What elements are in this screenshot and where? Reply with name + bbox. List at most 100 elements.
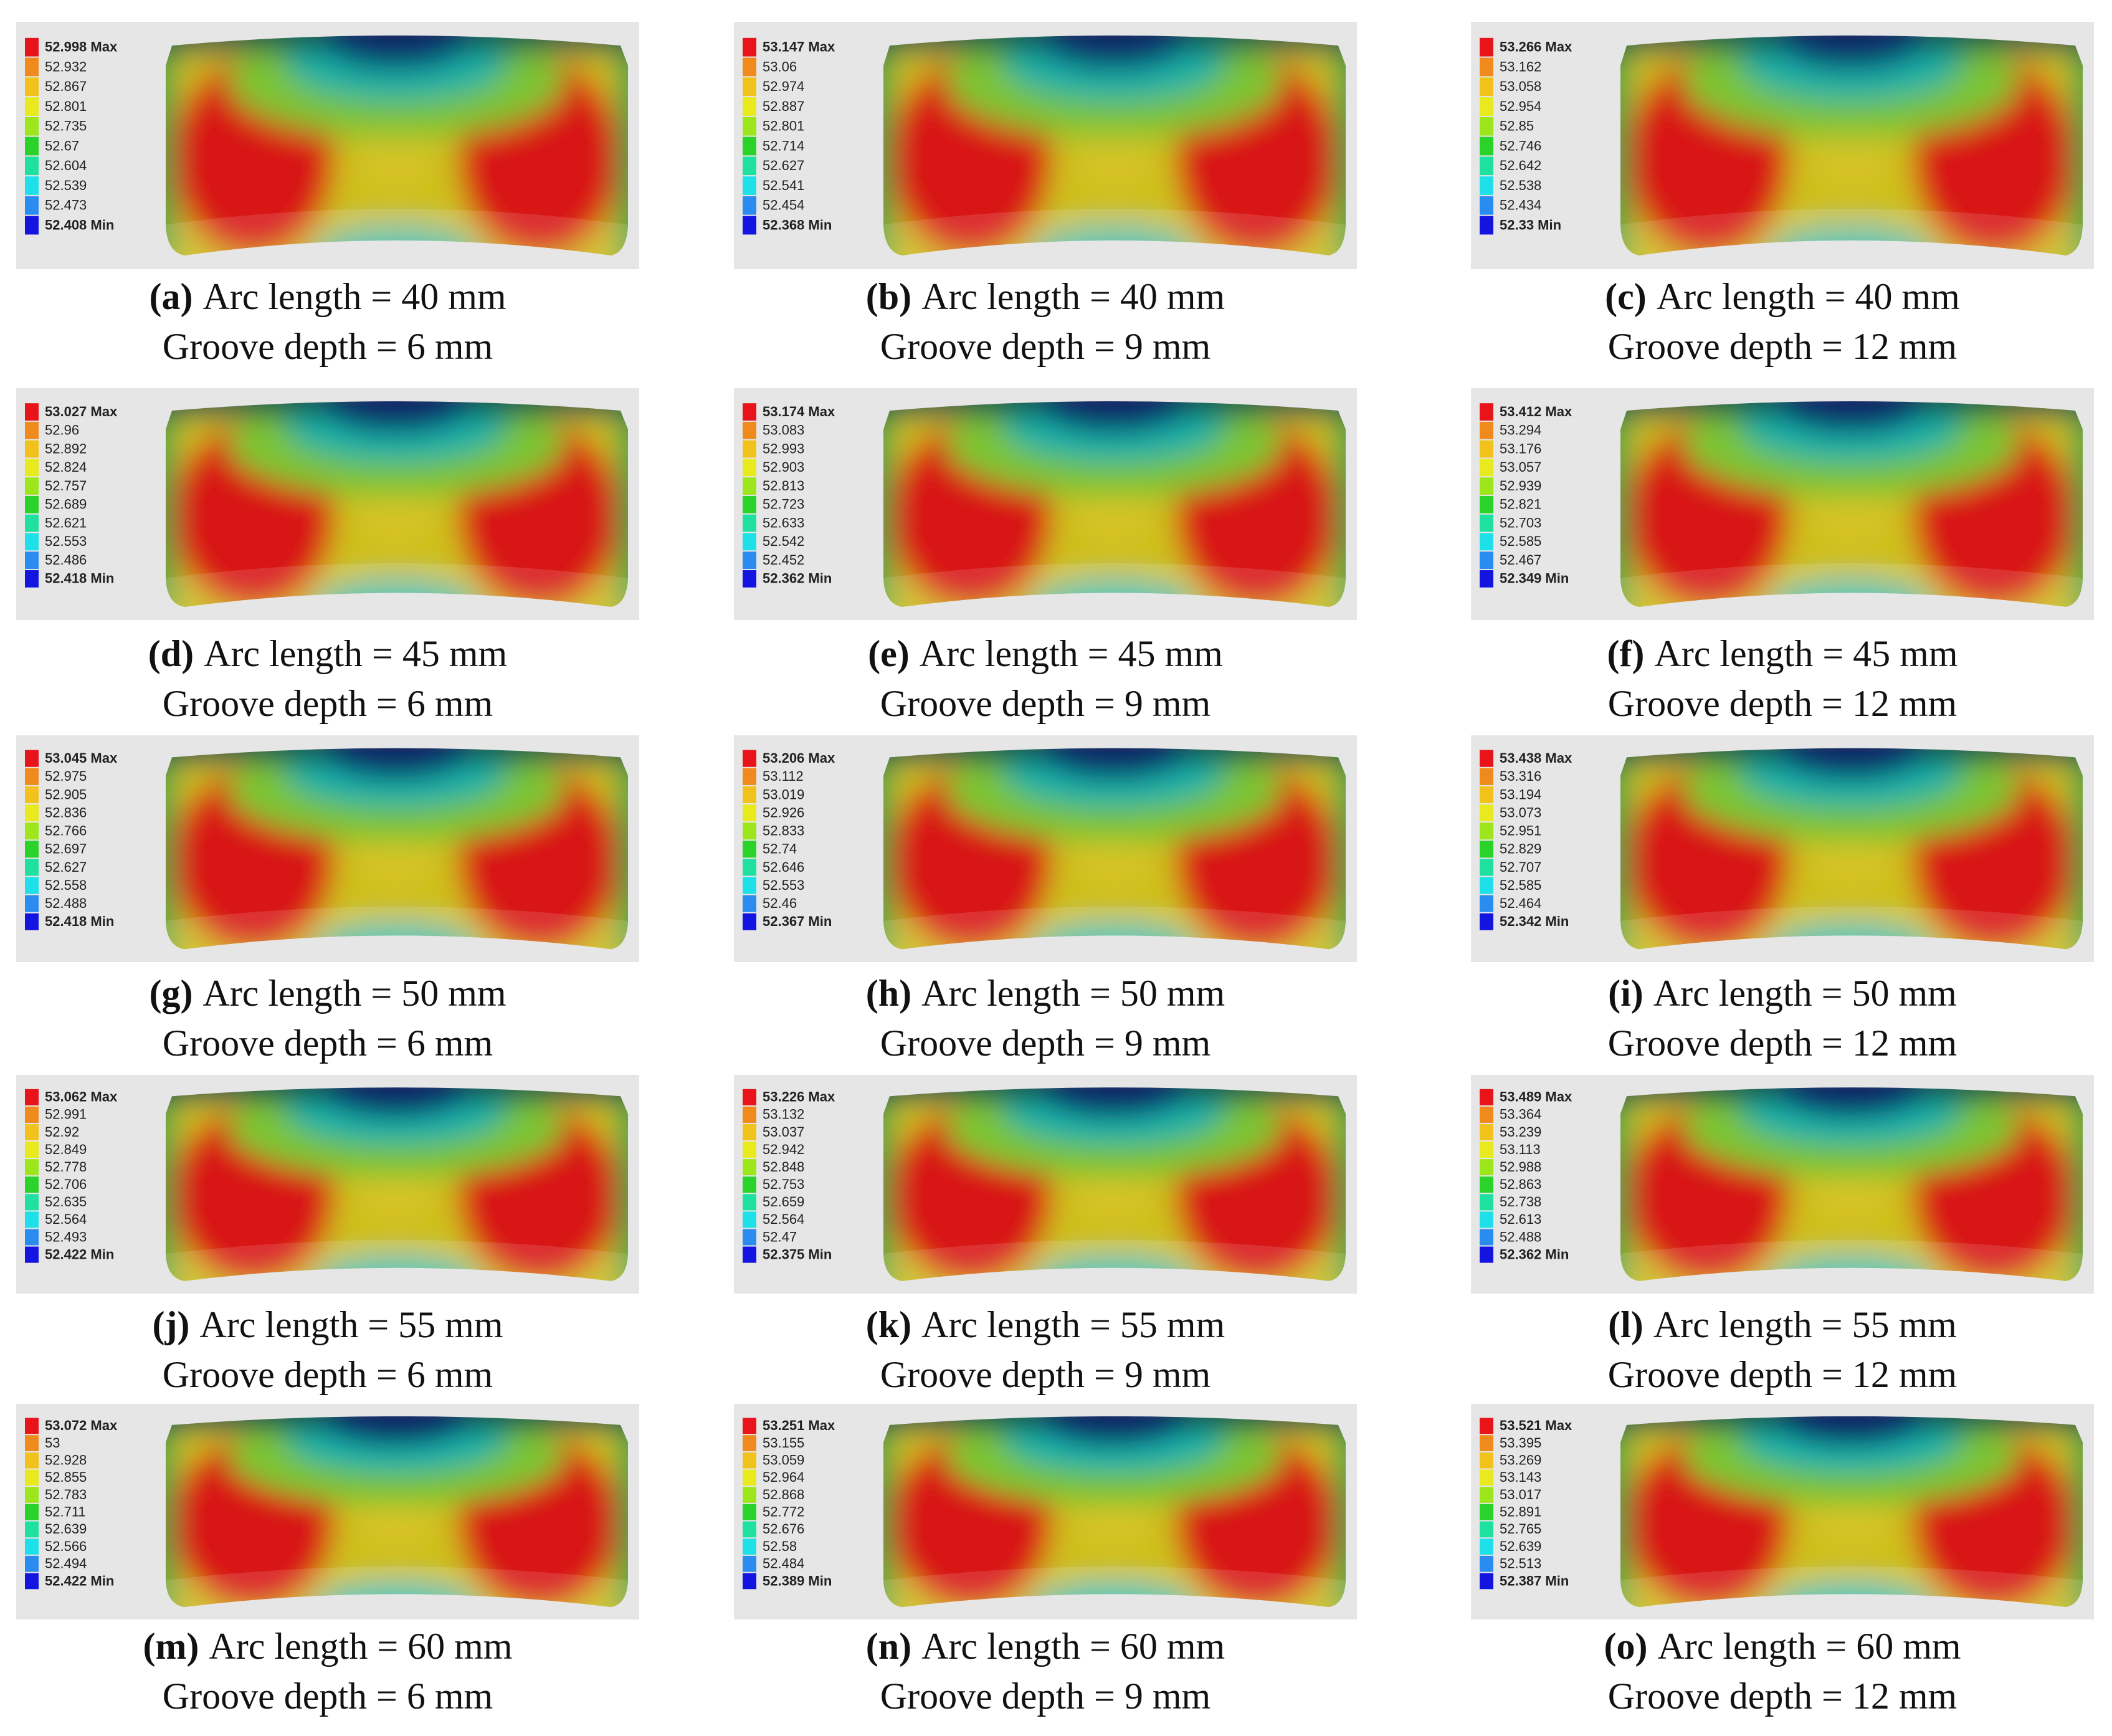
legend-label: 52.494 [45, 1556, 87, 1571]
legend-label: 52.389 Min [763, 1573, 832, 1588]
legend-swatch [25, 477, 39, 495]
legend-swatch [25, 421, 39, 439]
legend-label: 52.375 Min [763, 1246, 832, 1262]
legend-swatch [743, 823, 756, 840]
legend-label: 52.467 [1500, 552, 1541, 568]
legend-swatch [743, 1555, 756, 1572]
legend-label: 53.489 Max [1500, 1089, 1572, 1105]
legend-swatch [743, 570, 756, 588]
legend-label: 52.993 [763, 441, 804, 456]
legend-label: 52.96 [45, 422, 79, 438]
legend-label: 52.867 [45, 79, 87, 94]
legend-label: 52.707 [1500, 859, 1541, 875]
legend-label: 53.072 Max [45, 1418, 118, 1433]
legend-label: 52.422 Min [45, 1573, 114, 1588]
panel-label: (l) [1608, 1304, 1643, 1345]
legend-swatch [743, 877, 756, 894]
caption-text: Arc length = 45 mm [920, 633, 1223, 674]
legend-label: 52.926 [763, 804, 804, 820]
panel-label: (f) [1607, 633, 1644, 674]
legend-label: 52.553 [763, 877, 804, 893]
legend-label: 53.412 Max [1500, 404, 1572, 419]
legend-swatch [743, 1159, 756, 1176]
caption-text: Arc length = 60 mm [1657, 1626, 1961, 1667]
caption-line: (b) Arc length = 40 mm [866, 276, 1225, 317]
legend-swatch [743, 1246, 756, 1263]
legend-label: 52.703 [1500, 515, 1541, 530]
legend-swatch [25, 459, 39, 477]
legend-swatch [743, 768, 756, 785]
legend-label: 52.829 [1500, 841, 1541, 857]
legend-swatch [743, 495, 756, 513]
legend-label: 52.848 [763, 1159, 804, 1175]
legend-swatch [743, 1452, 756, 1469]
legend-label: 52.553 [45, 533, 87, 549]
legend-swatch [743, 859, 756, 876]
legend-label: 52.542 [763, 533, 804, 549]
legend-swatch [743, 57, 756, 77]
legend-label: 52.801 [45, 98, 87, 114]
legend-label: 52.735 [45, 118, 87, 134]
legend-swatch [743, 1538, 756, 1555]
legend-swatch [25, 136, 39, 156]
caption-text: Arc length = 55 mm [199, 1304, 503, 1345]
legend-swatch [1480, 216, 1493, 235]
legend-swatch [25, 1246, 39, 1263]
legend-swatch [25, 495, 39, 513]
legend-label: 52.627 [763, 158, 804, 173]
legend-swatch [1480, 1211, 1493, 1228]
legend-swatch [743, 1435, 756, 1451]
caption-text: Arc length = 60 mm [921, 1626, 1225, 1667]
legend-swatch [1480, 804, 1493, 822]
legend-swatch [25, 895, 39, 912]
caption-line: Groove depth = 9 mm [880, 1354, 1211, 1395]
legend-swatch [1480, 1573, 1493, 1590]
legend-swatch [1480, 823, 1493, 840]
legend-swatch [1480, 877, 1493, 894]
legend-swatch [743, 786, 756, 804]
legend-swatch [25, 877, 39, 894]
legend-label: 52.627 [45, 859, 87, 875]
legend-label: 52.564 [45, 1211, 87, 1227]
legend-swatch [25, 514, 39, 532]
legend-label: 52.738 [1500, 1194, 1541, 1209]
legend-label: 52.714 [763, 138, 804, 153]
legend-label: 52.493 [45, 1229, 87, 1244]
legend-swatch [25, 804, 39, 822]
legend-label: 53.176 [1500, 441, 1541, 456]
caption-text: Arc length = 40 mm [1657, 276, 1960, 317]
legend-label: 52.613 [1500, 1211, 1541, 1227]
legend-label: 52.659 [763, 1194, 804, 1209]
caption-text: Arc length = 40 mm [921, 276, 1225, 317]
legend-label: 52.585 [1500, 533, 1541, 549]
legend-label: 52.646 [763, 859, 804, 875]
legend-swatch [1480, 403, 1493, 421]
legend-swatch [743, 1418, 756, 1434]
panel: 53.045 Max 52.975 52.905 52.836 52.766 52.697… [16, 735, 639, 962]
legend-swatch [1480, 1435, 1493, 1451]
legend-swatch [743, 1573, 756, 1590]
panel-label: (m) [143, 1626, 199, 1667]
legend-swatch [25, 1142, 39, 1158]
legend-swatch [743, 514, 756, 532]
legend-label: 52.452 [763, 552, 804, 568]
legend-swatch [743, 421, 756, 439]
legend-swatch [743, 841, 756, 858]
panel: 53.489 Max 53.364 53.239 53.113 52.98852.863… [1471, 1075, 2094, 1294]
legend-label: 52.418 Min [45, 571, 114, 586]
legend-label: 52.67 [45, 138, 79, 153]
legend-label: 53.316 [1500, 768, 1541, 784]
legend-label: 52.892 [45, 441, 87, 456]
legend-label: 52.887 [763, 98, 804, 114]
panel-label: (o) [1604, 1626, 1647, 1667]
legend-label: 52.635 [45, 1194, 87, 1209]
legend-swatch [25, 1521, 39, 1538]
legend-label: 53.147 Max [763, 39, 835, 54]
caption-line: Groove depth = 12 mm [1608, 1676, 1957, 1717]
legend-swatch [25, 768, 39, 785]
legend-swatch [25, 216, 39, 235]
legend-swatch [1480, 1142, 1493, 1158]
caption-text: Arc length = 55 mm [921, 1304, 1225, 1345]
